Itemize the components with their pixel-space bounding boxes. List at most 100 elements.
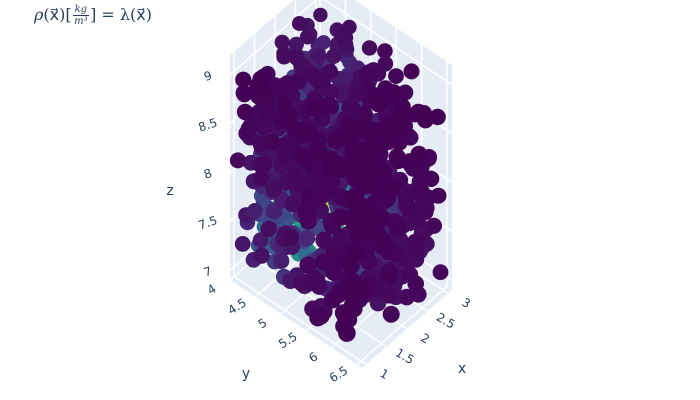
z-axis-title: z <box>166 183 173 199</box>
data-point <box>260 220 277 238</box>
data-point <box>326 48 342 64</box>
data-point <box>344 100 361 118</box>
data-point <box>274 34 290 50</box>
data-point <box>253 247 270 264</box>
data-point <box>345 213 364 232</box>
title-rho: ρ <box>34 5 44 24</box>
chart-title: ρ(x⃗)[kg m³] = λ(x⃗) <box>34 4 152 27</box>
data-point <box>270 83 288 100</box>
data-point <box>229 152 246 169</box>
data-point <box>235 84 252 101</box>
data-point <box>273 252 290 269</box>
title-frac-num: kg <box>72 4 90 16</box>
data-point <box>320 149 339 168</box>
data-point <box>331 208 350 226</box>
data-point <box>365 124 384 143</box>
data-point <box>265 181 283 198</box>
data-point <box>323 291 342 309</box>
data-point <box>282 228 300 246</box>
data-point <box>327 132 345 150</box>
y-tick-label: 6 <box>306 349 320 365</box>
grid-z-wall-left <box>229 0 318 76</box>
data-point <box>309 309 327 327</box>
data-point <box>236 103 254 121</box>
grid-y-floor <box>356 286 448 366</box>
x-tick-label: 2 <box>418 331 432 347</box>
data-point <box>322 97 340 115</box>
data-point <box>235 71 252 88</box>
data-point <box>322 83 339 101</box>
data-point <box>252 170 269 187</box>
data-point <box>276 48 292 65</box>
data-point <box>240 120 257 138</box>
data-point <box>348 243 366 262</box>
data-point <box>373 235 391 253</box>
data-point <box>377 43 393 59</box>
data-point <box>296 120 314 138</box>
title-arg: (x⃗)[ <box>43 5 72 24</box>
grid-z-wall-right <box>323 0 453 86</box>
data-point <box>299 229 316 247</box>
data-point <box>361 40 378 56</box>
y-tick-label: 4 <box>205 282 219 298</box>
data-point <box>370 95 387 113</box>
data-point <box>293 58 310 75</box>
data-point <box>389 218 407 236</box>
data-point <box>252 156 269 173</box>
x-tick-label: 1.5 <box>393 345 417 367</box>
data-point <box>354 142 373 161</box>
data-point <box>393 105 411 123</box>
data-point <box>382 180 400 198</box>
data-point <box>234 236 251 252</box>
data-point <box>398 288 416 306</box>
data-point <box>359 66 376 83</box>
data-point <box>325 263 344 282</box>
data-point <box>432 264 449 281</box>
data-point <box>338 29 354 46</box>
data-point <box>409 103 427 121</box>
scatter-points <box>229 7 449 342</box>
y-axis-title: y <box>242 366 250 382</box>
title-fraction: kg m³ <box>72 4 90 27</box>
data-point <box>381 264 399 282</box>
data-point <box>425 217 442 234</box>
data-point <box>344 158 364 177</box>
data-point <box>413 183 431 201</box>
data-point <box>311 48 327 64</box>
data-point <box>398 197 416 214</box>
data-point <box>385 84 403 101</box>
data-point <box>255 118 272 136</box>
data-point <box>291 16 307 31</box>
data-point <box>287 167 304 184</box>
y-tick-label: 5.5 <box>276 329 300 351</box>
data-point <box>256 88 274 106</box>
z-tick-label: 8 <box>202 166 214 182</box>
data-point <box>382 305 400 323</box>
title-frac-den: m³ <box>74 16 88 27</box>
data-point <box>263 133 280 151</box>
data-point <box>288 36 304 52</box>
x-tick-label: 2.5 <box>434 310 458 332</box>
data-point <box>370 189 388 208</box>
z-tick-label: 8.5 <box>197 115 219 134</box>
data-point <box>403 63 420 80</box>
x-axis-title: x <box>458 361 466 377</box>
data-point <box>305 99 323 117</box>
data-point <box>246 203 263 219</box>
data-point <box>313 7 328 23</box>
data-point <box>410 145 428 163</box>
data-point <box>388 68 404 84</box>
data-point <box>352 197 371 216</box>
data-point <box>303 193 321 211</box>
data-point <box>408 241 425 259</box>
x-tick-label: 3 <box>459 295 473 311</box>
data-point <box>338 324 356 342</box>
data-point <box>280 112 298 129</box>
data-point <box>380 123 399 141</box>
data-point <box>275 96 293 114</box>
y-tick-label: 5 <box>256 315 270 331</box>
data-point <box>388 148 406 166</box>
grid-x-floor <box>233 275 367 366</box>
data-point <box>299 29 316 45</box>
